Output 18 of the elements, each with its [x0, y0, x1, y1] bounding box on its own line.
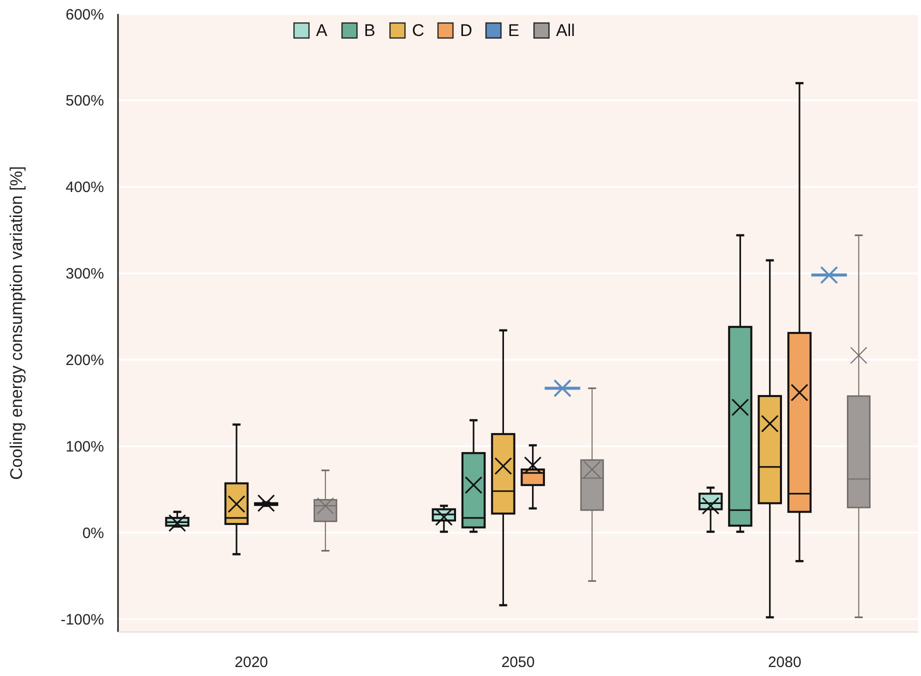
- x-tick-label: 2050: [501, 654, 535, 671]
- legend-label: B: [364, 20, 376, 40]
- y-axis-title: Cooling energy consumption variation [%]: [7, 166, 26, 480]
- y-tick-label: 600%: [66, 6, 104, 24]
- y-tick-label: -100%: [60, 611, 104, 628]
- y-tick-label: 0%: [82, 524, 104, 542]
- legend-label: E: [508, 20, 520, 40]
- y-tick-label: 200%: [66, 352, 104, 369]
- y-tick-label: 400%: [66, 179, 104, 196]
- x-tick-label: 2080: [768, 654, 802, 671]
- legend-label: All: [556, 20, 575, 40]
- legend-label: A: [316, 20, 328, 40]
- legend-label: C: [412, 20, 424, 40]
- y-tick-label: 100%: [66, 438, 104, 456]
- x-tick-label: 2020: [234, 654, 268, 671]
- legend-label: D: [460, 20, 472, 40]
- y-tick-label: 300%: [66, 266, 104, 283]
- y-tick-label: 500%: [66, 92, 104, 110]
